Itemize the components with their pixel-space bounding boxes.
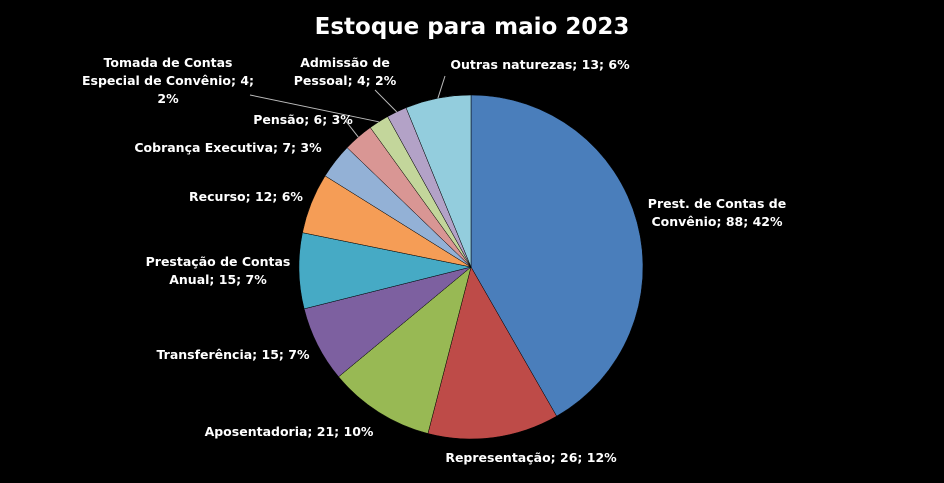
slice-label: Prestação de Contas Anual; 15; 7%: [145, 254, 291, 287]
slice-label: Admissão de Pessoal; 4; 2%: [293, 55, 397, 88]
slice-label: Prest. de Contas de Convênio; 88; 42%: [647, 196, 787, 229]
pie-slice: [470, 94, 644, 417]
chart-title: Estoque para maio 2023: [314, 14, 630, 40]
slice-label: Representação; 26; 12%: [445, 450, 617, 465]
pie-slice: [405, 94, 472, 268]
leader-line: [249, 94, 379, 123]
slice-label: Cobrança Executiva; 7; 3%: [134, 140, 322, 155]
leader-line: [437, 75, 446, 99]
slice-label: Tomada de Contas Especial de Convênio; 4…: [81, 55, 255, 106]
slice-label: Outras naturezas; 13; 6%: [450, 57, 630, 72]
slice-label: Transferência; 15; 7%: [156, 347, 310, 362]
slice-label: Pensão; 6; 3%: [253, 112, 353, 127]
slice-label: Aposentadoria; 21; 10%: [204, 424, 374, 439]
leader-line: [344, 119, 359, 138]
leader-line: [374, 89, 398, 113]
pie-slice: [338, 266, 472, 434]
slice-label: Recurso; 12; 6%: [189, 189, 303, 204]
